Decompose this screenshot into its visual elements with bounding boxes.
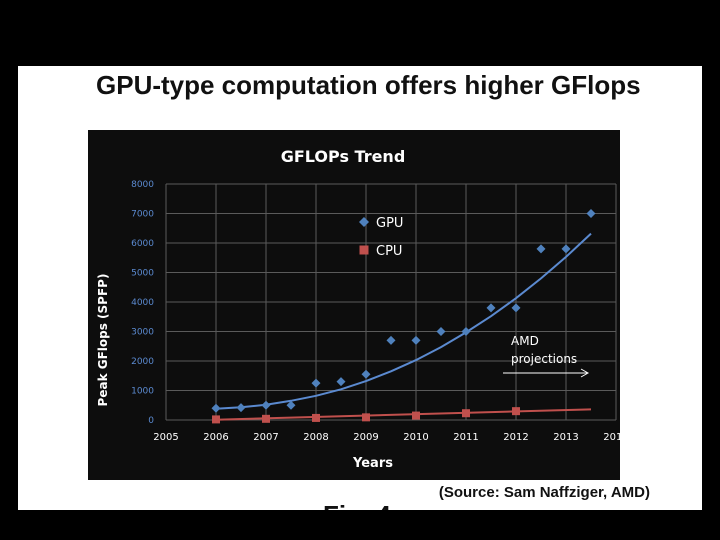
y-tick-label: 0 [148, 416, 154, 426]
gpu-data-point [311, 378, 321, 388]
gpu-data-point [336, 377, 346, 387]
gpu-data-point [386, 335, 396, 345]
y-tick-label: 2000 [131, 357, 154, 367]
annotation-arrow-head [580, 368, 590, 378]
trend-lines [215, 232, 592, 421]
x-tick-label: 2005 [153, 432, 178, 443]
x-tick-label: 2006 [203, 432, 228, 443]
gpu-data-point [486, 303, 496, 313]
annotation-text: projections [511, 352, 577, 366]
legend-label-gpu: GPU [376, 216, 403, 231]
legend-label-cpu: CPU [376, 244, 402, 259]
chart-panel: GFLOPs Trend Years Peak GFlops (SPFP) 20… [88, 130, 620, 480]
axis-ticks: 2005 2006 2007 2008 2009 2010 2011 2012 2013 2014… [131, 180, 620, 443]
legend-marker-cpu [359, 245, 369, 255]
cpu-data-point [462, 409, 470, 418]
x-tick-label: 2013 [553, 432, 578, 443]
gpu-data-point [411, 335, 421, 345]
cpu-data-point [512, 407, 520, 416]
y-tick-label: 4000 [131, 298, 154, 308]
cpu-trend-line [215, 408, 592, 421]
y-tick-label: 7000 [131, 210, 154, 220]
y-tick-label: 5000 [131, 269, 154, 279]
gpu-data-point [586, 209, 596, 218]
gpu-data-point [361, 369, 371, 379]
data-points [211, 209, 596, 424]
cpu-data-point [412, 411, 420, 420]
y-tick-label: 1000 [131, 387, 154, 397]
gpu-data-point [436, 327, 446, 336]
x-tick-label: 2012 [503, 432, 528, 443]
x-tick-label: 2014 [603, 432, 620, 443]
cpu-data-point [312, 413, 320, 422]
gflops-trend-chart: GFLOPs Trend Years Peak GFlops (SPFP) 20… [96, 147, 620, 471]
gpu-data-point [261, 400, 271, 410]
gpu-data-point [561, 244, 571, 254]
figure-caption: Fig. 4 [323, 500, 391, 510]
x-tick-label: 2008 [303, 432, 328, 443]
y-tick-label: 3000 [131, 328, 154, 338]
chart-title: GFLOPs Trend [281, 147, 406, 166]
legend: GPU CPU [359, 216, 403, 259]
y-tick-label: 6000 [131, 239, 154, 249]
x-tick-label: 2007 [253, 432, 278, 443]
gpu-data-point [536, 244, 546, 254]
x-tick-label: 2009 [353, 432, 378, 443]
y-axis-label: Peak GFlops (SPFP) [96, 274, 110, 407]
x-axis-label: Years [352, 456, 393, 471]
gpu-data-point [286, 400, 296, 410]
gpu-data-point [511, 303, 521, 313]
x-tick-label: 2011 [453, 432, 478, 443]
cpu-data-point [212, 415, 220, 424]
cpu-data-point [262, 414, 270, 423]
gpu-data-point [236, 403, 246, 413]
x-tick-label: 2010 [403, 432, 428, 443]
slide-title: GPU-type computation offers higher GFlop… [96, 70, 641, 100]
slide: GPU-type computation offers higher GFlop… [18, 66, 702, 510]
source-credit: (Source: Sam Naffziger, AMD) [438, 484, 650, 501]
amd-projections-annotation: AMD projections [503, 334, 590, 378]
gpu-data-point [211, 403, 221, 413]
gpu-trend-line [215, 232, 592, 410]
cpu-data-point [362, 413, 370, 422]
y-tick-label: 8000 [131, 180, 154, 190]
annotation-text: AMD [511, 334, 539, 348]
gpu-data-point [461, 327, 471, 336]
legend-marker-gpu [359, 217, 369, 227]
